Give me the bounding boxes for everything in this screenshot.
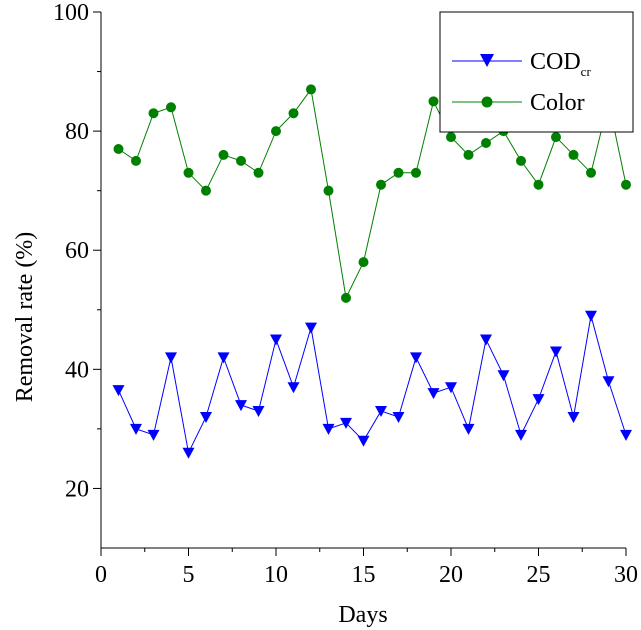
data-point <box>235 400 247 412</box>
data-point <box>323 185 334 196</box>
data-point <box>516 155 526 166</box>
data-point <box>567 411 580 423</box>
data-point <box>322 423 335 435</box>
series-0 <box>112 310 632 459</box>
data-point <box>148 108 159 119</box>
data-point <box>183 167 194 178</box>
data-point <box>375 406 387 418</box>
data-point <box>287 382 300 394</box>
legend-label-cod: CODcr <box>530 49 591 79</box>
data-point <box>200 411 212 423</box>
legend-box <box>439 11 634 133</box>
data-point <box>182 447 195 459</box>
data-point <box>481 138 491 149</box>
data-point <box>463 149 474 160</box>
data-point <box>217 352 230 364</box>
legend-marker-color <box>481 96 493 108</box>
y-tick-label: 80 <box>65 119 89 145</box>
data-point <box>428 96 439 107</box>
data-point <box>602 376 615 388</box>
data-point <box>357 435 370 447</box>
data-point <box>130 423 142 435</box>
x-tick-label: 30 <box>614 562 638 588</box>
data-point <box>480 334 492 346</box>
data-point <box>270 334 282 346</box>
data-point <box>358 257 369 268</box>
data-point <box>341 292 351 303</box>
data-point <box>236 155 246 166</box>
data-point <box>462 423 475 435</box>
data-point <box>410 352 422 364</box>
data-point <box>166 102 176 113</box>
data-point <box>568 149 579 160</box>
data-point <box>271 126 281 137</box>
x-tick-label: 20 <box>439 562 463 588</box>
data-point <box>252 406 265 418</box>
y-tick-label: 60 <box>65 238 89 264</box>
data-point <box>393 167 404 178</box>
x-tick-label: 25 <box>527 562 551 588</box>
data-point <box>147 429 160 441</box>
legend: CODcr Color <box>439 11 634 133</box>
data-point <box>305 322 317 334</box>
data-point <box>446 132 456 143</box>
data-point <box>306 84 316 95</box>
data-point <box>411 167 421 178</box>
data-point <box>376 179 386 190</box>
data-point <box>218 149 229 160</box>
data-point <box>550 346 562 358</box>
data-point <box>201 185 211 196</box>
legend-label-color: Color <box>530 90 585 116</box>
axes: 0 5 10 15 20 25 30 20 40 60 80 100 <box>53 0 638 588</box>
data-point <box>585 310 597 322</box>
data-point <box>112 385 125 397</box>
legend-label-cod-main: COD <box>530 49 581 75</box>
data-point <box>253 167 264 178</box>
data-point <box>515 429 527 441</box>
data-point <box>113 143 124 154</box>
x-axis-label: Days <box>338 602 387 628</box>
data-point <box>532 394 545 406</box>
data-point <box>621 179 631 190</box>
y-tick-label: 100 <box>53 0 89 26</box>
series-1 <box>113 84 631 303</box>
data-point <box>131 155 141 166</box>
data-point <box>445 382 457 394</box>
x-tick-label: 10 <box>264 562 288 588</box>
data-point <box>427 388 440 400</box>
data-point <box>392 411 405 423</box>
legend-marker-cod <box>480 54 494 67</box>
data-point <box>586 167 596 178</box>
y-tick-label: 20 <box>65 476 89 502</box>
x-tick-label: 0 <box>95 562 107 588</box>
y-axis-label: Removal rate (%) <box>12 232 38 403</box>
data-point <box>340 417 352 429</box>
series-line <box>118 315 627 455</box>
x-tick-label: 15 <box>352 562 376 588</box>
y-tick-label: 40 <box>65 357 89 383</box>
data-point <box>288 108 299 119</box>
data-point <box>620 429 632 441</box>
series-layer <box>112 84 632 459</box>
legend-label-cod-subscript: cr <box>581 64 592 79</box>
data-point <box>165 352 177 364</box>
data-point <box>533 179 544 190</box>
data-point <box>551 132 561 143</box>
data-point <box>497 370 510 382</box>
x-tick-label: 5 <box>183 562 195 588</box>
